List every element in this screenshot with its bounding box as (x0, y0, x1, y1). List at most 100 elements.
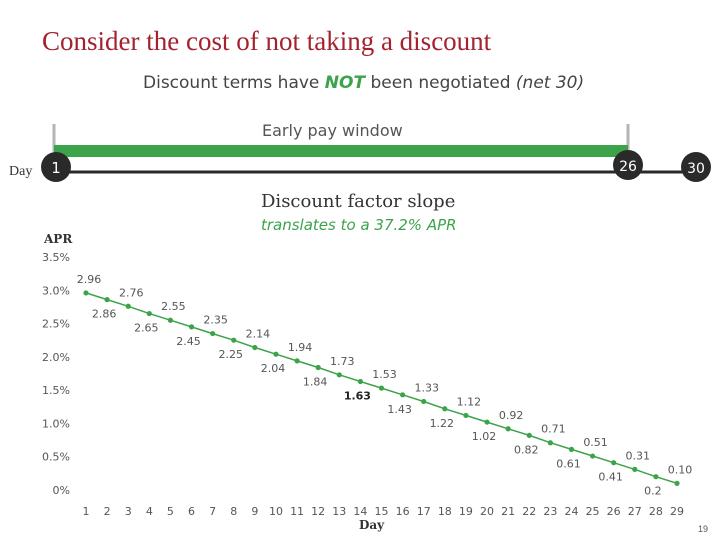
x-axis-title: Day (359, 518, 385, 532)
x-tick-label: 9 (251, 505, 258, 518)
apr-data-label: 1.33 (414, 381, 439, 394)
apr-data-label: 1.12 (457, 395, 482, 408)
x-tick-label: 12 (311, 505, 325, 518)
x-tick-label: 24 (564, 505, 578, 518)
x-tick-label: 20 (480, 505, 494, 518)
apr-data-label: 1.53 (372, 368, 397, 381)
apr-point (526, 432, 532, 439)
day-26-marker-label: 26 (619, 159, 637, 175)
apr-data-label: 2.35 (203, 314, 228, 327)
apr-data-label: 0.71 (541, 423, 566, 436)
y-tick-label: 1.5% (42, 384, 70, 397)
apr-data-label: 0.10 (668, 463, 693, 476)
day-1-marker: 1 (41, 152, 71, 182)
early-pay-window-bar (54, 145, 628, 157)
apr-data-label: 2.86 (92, 308, 117, 321)
apr-data-label: 2.04 (261, 362, 286, 375)
apr-data-label: 2.55 (161, 300, 186, 313)
apr-point (210, 330, 216, 337)
apr-point (611, 460, 617, 466)
apr-data-label: 1.22 (430, 417, 455, 430)
x-tick-label: 14 (353, 505, 367, 518)
apr-data-label: 2.76 (119, 286, 144, 299)
y-tick-label: 3.5% (42, 251, 70, 264)
apr-data-label: 2.96 (77, 273, 102, 286)
apr-point (484, 419, 490, 425)
x-tick-label: 22 (522, 505, 536, 518)
x-tick-label: 25 (586, 505, 600, 518)
apr-series (83, 290, 680, 486)
x-tick-label: 5 (167, 505, 174, 518)
apr-point (421, 398, 427, 405)
apr-data-label: 0.61 (556, 457, 581, 470)
x-tick-label: 26 (607, 505, 621, 518)
apr-point (653, 474, 659, 480)
day-30-marker: 30 (681, 152, 711, 182)
x-tick-label: 4 (146, 505, 153, 518)
apr-point (167, 317, 174, 323)
x-tick-label: 27 (628, 505, 642, 518)
x-tick-label: 2 (104, 505, 111, 518)
early-pay-window-label: Early pay window (262, 121, 403, 140)
x-tick-label: 11 (290, 505, 304, 518)
payment-timeline: Early pay window Day 1 26 30 (9, 121, 711, 182)
apr-point (632, 466, 638, 472)
x-tick-label: 8 (230, 505, 237, 518)
chart-subtitle: translates to a 37.2% APR (261, 216, 457, 234)
x-tick-label: 17 (417, 505, 431, 518)
x-tick-label: 23 (543, 505, 557, 518)
apr-point (294, 358, 300, 364)
y-tick-label: 1.0% (42, 417, 70, 430)
apr-data-label: 1.63 (344, 389, 371, 402)
apr-point (231, 337, 237, 343)
apr-point (442, 406, 448, 412)
apr-data-label: 1.73 (330, 355, 355, 368)
page-number: 19 (697, 524, 708, 534)
apr-point (273, 351, 279, 357)
y-axis-title: APR (43, 232, 73, 246)
apr-point (378, 385, 385, 391)
x-tick-label: 21 (501, 505, 515, 518)
subtitle-text-2: been negotiated (365, 73, 516, 93)
apr-data-label: 2.45 (176, 335, 201, 348)
apr-data-label: 1.94 (288, 341, 313, 354)
subtitle-text-1: Discount terms have (143, 73, 325, 93)
apr-point (146, 310, 152, 317)
day-30-marker-label: 30 (687, 161, 705, 177)
apr-point (188, 324, 195, 330)
x-tick-label: 15 (375, 505, 389, 518)
apr-point (336, 372, 342, 378)
x-tick-label: 7 (209, 505, 216, 518)
apr-point (463, 412, 469, 419)
apr-point (357, 378, 363, 385)
x-tick-label: 19 (459, 505, 473, 518)
apr-data-label: 0.82 (514, 443, 539, 456)
subtitle-not-emphasis: NOT (324, 73, 366, 93)
x-tick-label: 18 (438, 505, 452, 518)
apr-point (589, 453, 596, 459)
apr-point (125, 303, 131, 309)
y-tick-label: 0% (53, 484, 70, 497)
y-axis-ticks: 0% 0.5% 1.0% 1.5% 2.0% 2.5% 3.0% 3.5% (42, 251, 70, 497)
subtitle-terms: (net 30) (515, 73, 585, 93)
apr-point (547, 440, 553, 446)
x-tick-label: 1 (83, 505, 90, 518)
x-tick-label: 13 (332, 505, 346, 518)
apr-data-label: 0.92 (499, 409, 524, 422)
timeline-day-label: Day (9, 164, 32, 179)
x-tick-label: 29 (670, 505, 684, 518)
apr-data-label: 2.14 (246, 328, 271, 341)
apr-point (674, 480, 680, 486)
apr-data-label: 0.31 (626, 449, 651, 462)
apr-data-label: 1.43 (387, 403, 412, 416)
y-tick-label: 2.5% (42, 318, 70, 331)
apr-point (252, 344, 258, 351)
day-26-marker: 26 (613, 150, 643, 180)
apr-point (568, 446, 575, 452)
y-tick-label: 3.0% (42, 284, 70, 297)
x-tick-label: 16 (396, 505, 410, 518)
x-tick-label: 3 (125, 505, 132, 518)
x-axis-ticks: 1 2 3 4 5 6 7 8 9 10 11 12 13 14 15 16 17 18 19 20 21 22 23 24 2… (83, 505, 685, 518)
y-tick-label: 2.0% (42, 351, 70, 364)
